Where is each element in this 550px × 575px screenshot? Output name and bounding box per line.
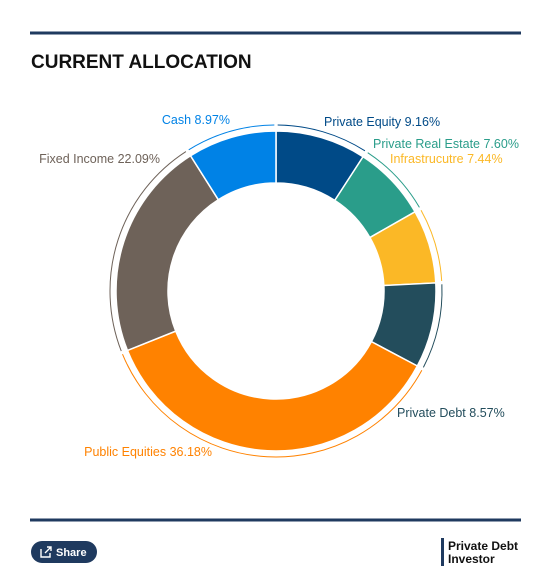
segment-label: Fixed Income 22.09% [39, 152, 160, 166]
segment-value: 7.60% [483, 137, 518, 151]
segment-name: Private Debt [397, 406, 466, 420]
donut-segment [126, 330, 419, 452]
segment-value: 36.18% [170, 445, 212, 459]
segment-name: Infrastrucutre [390, 152, 464, 166]
segment-value: 8.57% [469, 406, 504, 420]
share-button[interactable]: Share [31, 541, 97, 563]
segment-value: 8.97% [195, 113, 230, 127]
segment-label: Cash 8.97% [162, 113, 230, 127]
segment-label: Private Debt 8.57% [397, 406, 505, 420]
segment-name: Public Equities [84, 445, 166, 459]
logo-bar [441, 538, 444, 566]
callout-bracket [367, 152, 420, 208]
share-label[interactable]: Share [56, 547, 87, 559]
logo-line: Private Debt [448, 539, 518, 553]
chart-title: CURRENT ALLOCATION [31, 52, 252, 73]
logo-line: Investor [448, 552, 495, 566]
callout-bracket [109, 151, 187, 352]
donut-chart: Private Equity 9.16% Private Real Estate … [39, 113, 519, 459]
segment-label: Private Equity 9.16% [324, 115, 440, 129]
segment-label: Public Equities 36.18% [84, 445, 212, 459]
callout-bracket [122, 354, 423, 458]
segment-value: 9.16% [405, 115, 440, 129]
segment-name: Fixed Income [39, 152, 114, 166]
callout-bracket [188, 124, 275, 151]
callout-bracket [277, 124, 366, 152]
segment-name: Private Real Estate [373, 137, 480, 151]
segment-value: 7.44% [467, 152, 502, 166]
segment-value: 22.09% [118, 152, 160, 166]
segment-label: Private Real Estate 7.60% [373, 137, 519, 151]
logo: Private Debt Investor [441, 538, 518, 566]
segment-label: Infrastrucutre 7.44% [390, 152, 503, 166]
donut-segment [189, 130, 277, 201]
callout-bracket [422, 284, 443, 368]
callout-bracket [420, 210, 443, 282]
share-icon [40, 546, 52, 558]
segment-name: Private Equity [324, 115, 402, 129]
segment-name: Cash [162, 113, 191, 127]
